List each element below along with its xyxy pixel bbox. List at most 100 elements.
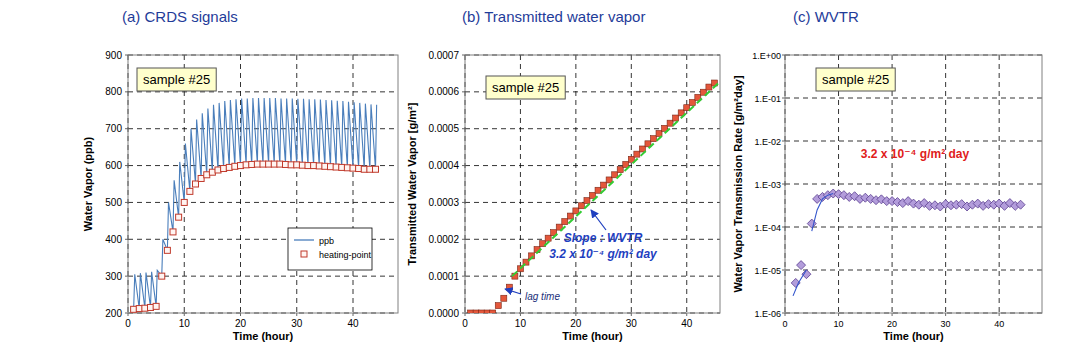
data-point <box>490 310 496 313</box>
y-axis-label: Water Vapor Transmission Rate [g/m²day] <box>732 75 744 293</box>
tick-label: 10 <box>834 319 844 329</box>
tick-label: 200 <box>105 308 122 319</box>
data-point <box>567 213 573 219</box>
tick-label: 40 <box>681 318 693 329</box>
data-point <box>797 261 806 270</box>
data-point <box>545 235 551 241</box>
series-line <box>134 98 377 309</box>
grid-line <box>945 55 946 313</box>
panel-title: (b) Transmitted water vapor <box>462 8 645 25</box>
annotation: 3.2 x 10⁻⁴ g/m² day <box>549 247 658 261</box>
annotation-arrow <box>591 210 606 230</box>
tick-label: 40 <box>347 318 359 329</box>
x-axis-label: Time (hour) <box>883 330 944 342</box>
grid-line <box>465 276 720 277</box>
annotation: 3.2 x 10⁻⁴ g/m² day <box>861 147 970 161</box>
data-point <box>294 162 300 168</box>
data-point <box>584 198 590 204</box>
data-point <box>131 306 137 312</box>
data-point <box>254 161 260 167</box>
tick-label: 40 <box>994 319 1004 329</box>
tick-label: 0.0005 <box>428 123 459 134</box>
annotation-box <box>486 76 565 99</box>
tick-label: 0.0006 <box>428 86 459 97</box>
tick-label: 10 <box>515 318 527 329</box>
data-point <box>305 163 311 169</box>
plot-area <box>465 55 720 313</box>
tick-label: 1.E-03 <box>754 180 781 190</box>
data-point <box>339 164 345 170</box>
data-point <box>501 295 507 301</box>
tick-label: 1.E-04 <box>754 223 781 233</box>
data-point <box>706 84 712 90</box>
data-point <box>634 151 640 157</box>
tick-label: 800 <box>105 86 122 97</box>
data-point <box>266 161 272 167</box>
data-point <box>601 182 607 188</box>
tick-label: 0 <box>125 318 131 329</box>
tick-label: 0.0001 <box>428 271 459 282</box>
panel-title: (c) WVTR <box>793 8 859 25</box>
figure: (a) CRDS signals200300400500600700800900… <box>0 0 1092 345</box>
data-point <box>361 166 367 172</box>
data-point <box>142 305 148 311</box>
tick-label: 1.E-06 <box>754 309 781 319</box>
data-point <box>322 163 328 169</box>
data-point <box>311 163 317 169</box>
tick-label: 20 <box>570 318 582 329</box>
data-point <box>328 164 334 170</box>
tick-label: 0.0003 <box>428 197 459 208</box>
annotation-arrow <box>505 289 521 294</box>
data-point <box>473 310 479 313</box>
data-point <box>164 247 170 253</box>
legend-swatch <box>294 239 314 240</box>
data-point <box>673 115 679 121</box>
tick-label: 700 <box>105 123 122 134</box>
data-point <box>356 166 362 172</box>
data-point <box>249 161 255 167</box>
tick-label: 0.0007 <box>428 50 459 61</box>
tick-label: 30 <box>291 318 303 329</box>
tick-label: 400 <box>105 234 122 245</box>
data-group <box>131 98 379 312</box>
sample-label: sample #25 <box>492 80 559 95</box>
tick-label: 1.E-05 <box>754 266 781 276</box>
grid-line <box>892 55 893 313</box>
data-point <box>479 310 485 313</box>
tick-label: 300 <box>105 271 122 282</box>
data-point <box>243 162 249 168</box>
data-point <box>283 161 289 167</box>
data-point <box>373 166 379 172</box>
tick-label: 500 <box>105 197 122 208</box>
data-point <box>344 165 350 171</box>
data-point <box>468 310 474 313</box>
grid-line <box>465 128 720 129</box>
data-point <box>1016 200 1025 209</box>
plot-frame <box>465 55 720 313</box>
data-point <box>617 167 623 173</box>
tick-label: 0.0002 <box>428 234 459 245</box>
data-point <box>495 303 501 309</box>
tick-label: 10 <box>179 318 191 329</box>
data-point <box>650 136 656 142</box>
grid-line <box>785 184 1042 185</box>
annotation-box <box>816 68 895 91</box>
data-point <box>595 187 601 193</box>
data-point <box>277 161 283 167</box>
data-point <box>271 161 277 167</box>
tick-label: 0.0004 <box>428 160 459 171</box>
data-point <box>153 303 159 309</box>
data-point <box>198 175 204 181</box>
annotation: lag time <box>525 291 560 302</box>
data-point <box>350 165 356 171</box>
tick-label: 900 <box>105 50 122 61</box>
data-point <box>215 167 221 173</box>
y-axis-label: Water Vapor (ppb) <box>82 137 94 232</box>
data-point <box>590 192 596 198</box>
legend-label: ppb <box>319 236 334 246</box>
tick-label: 20 <box>235 318 247 329</box>
grid-line <box>785 98 1042 99</box>
plot-frame <box>785 55 1042 313</box>
legend-label: heating-point <box>319 250 372 260</box>
data-point <box>260 161 266 167</box>
